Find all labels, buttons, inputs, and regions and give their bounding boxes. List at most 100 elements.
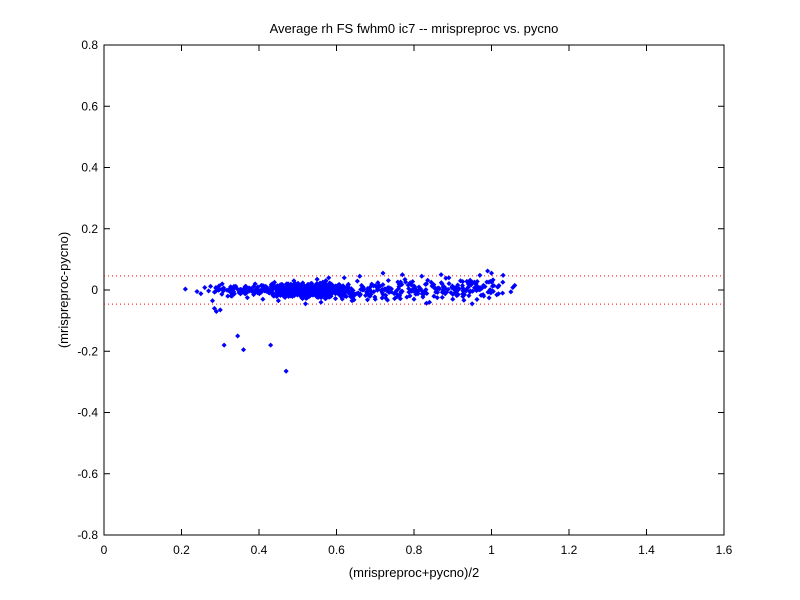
data-point xyxy=(372,283,379,289)
data-point xyxy=(259,283,265,289)
data-point xyxy=(341,275,347,281)
data-point xyxy=(464,278,470,284)
data-point xyxy=(460,291,466,297)
data-point xyxy=(395,279,401,285)
data-point xyxy=(316,290,322,296)
data-point xyxy=(500,279,506,285)
data-point xyxy=(206,288,212,294)
data-point xyxy=(290,291,296,297)
data-point xyxy=(371,289,377,295)
y-tick-label: -0.6 xyxy=(77,467,98,481)
data-point xyxy=(372,294,378,300)
data-point xyxy=(403,279,409,285)
data-point xyxy=(213,284,219,291)
data-point xyxy=(500,290,506,296)
data-point xyxy=(242,284,248,290)
data-point xyxy=(423,287,429,293)
data-point xyxy=(496,282,502,289)
data-point xyxy=(399,281,405,288)
data-point xyxy=(446,275,452,281)
reference-lines xyxy=(104,275,724,305)
data-point xyxy=(269,287,275,293)
data-point xyxy=(388,289,394,295)
data-point xyxy=(263,288,269,294)
data-point xyxy=(202,285,208,291)
data-point xyxy=(494,292,500,298)
data-point xyxy=(480,282,486,288)
data-point xyxy=(332,289,339,295)
data-point xyxy=(357,273,363,279)
data-point xyxy=(406,289,412,295)
data-point xyxy=(489,279,495,285)
data-point xyxy=(467,289,473,295)
data-point xyxy=(227,287,233,293)
data-point xyxy=(484,279,490,285)
data-point xyxy=(292,280,298,286)
data-point xyxy=(315,294,321,300)
data-point xyxy=(298,284,304,290)
data-point xyxy=(512,282,518,288)
data-point xyxy=(431,293,437,299)
data-point xyxy=(326,281,332,287)
y-tick-label: 0.2 xyxy=(81,222,98,236)
data-point xyxy=(216,287,222,293)
data-point xyxy=(439,294,445,300)
data-point xyxy=(323,295,329,301)
data-point xyxy=(321,284,327,290)
data-point xyxy=(213,308,219,314)
data-point xyxy=(393,288,399,294)
data-point xyxy=(455,282,461,288)
data-point xyxy=(333,283,339,289)
data-point xyxy=(420,291,426,297)
data-point xyxy=(303,293,309,299)
data-point xyxy=(318,299,324,305)
data-point xyxy=(467,278,473,285)
data-point xyxy=(378,288,384,294)
data-point xyxy=(404,294,410,300)
data-point xyxy=(260,296,266,302)
data-point xyxy=(225,293,231,299)
data-point xyxy=(273,284,279,290)
data-point xyxy=(217,307,223,313)
data-point xyxy=(489,283,496,289)
data-point xyxy=(284,282,290,288)
y-tick-label: 0 xyxy=(91,283,98,297)
data-point xyxy=(353,291,359,297)
data-point xyxy=(474,296,480,302)
data-point xyxy=(336,283,342,289)
data-point xyxy=(308,285,314,291)
data-point xyxy=(446,281,452,287)
data-point xyxy=(411,296,417,302)
data-point xyxy=(198,291,204,297)
data-point xyxy=(308,289,314,295)
data-point xyxy=(424,290,430,296)
data-point xyxy=(271,293,277,299)
data-point xyxy=(439,289,446,296)
data-point xyxy=(425,277,431,283)
y-tick-label: 0.6 xyxy=(81,99,98,113)
data-point xyxy=(235,333,241,339)
data-point xyxy=(406,286,412,292)
data-point xyxy=(301,286,308,292)
chart-title: Average rh FS fwhm0 ic7 -- mrispreproc v… xyxy=(270,21,559,36)
data-point xyxy=(433,286,439,292)
data-point xyxy=(379,295,385,301)
data-point xyxy=(412,284,418,290)
data-point xyxy=(480,292,486,298)
data-point xyxy=(302,301,309,307)
data-point xyxy=(339,296,345,302)
data-points xyxy=(182,268,518,374)
data-point xyxy=(367,286,373,293)
data-point xyxy=(268,342,274,348)
data-point xyxy=(438,272,444,278)
x-tick-label: 0.2 xyxy=(173,543,190,557)
data-point xyxy=(314,276,320,282)
x-tick-label: 1.4 xyxy=(638,543,655,557)
data-point xyxy=(460,279,466,285)
data-point xyxy=(364,297,371,303)
data-point xyxy=(350,294,356,300)
data-point xyxy=(438,280,444,286)
data-point xyxy=(443,275,449,281)
data-point xyxy=(384,297,391,303)
